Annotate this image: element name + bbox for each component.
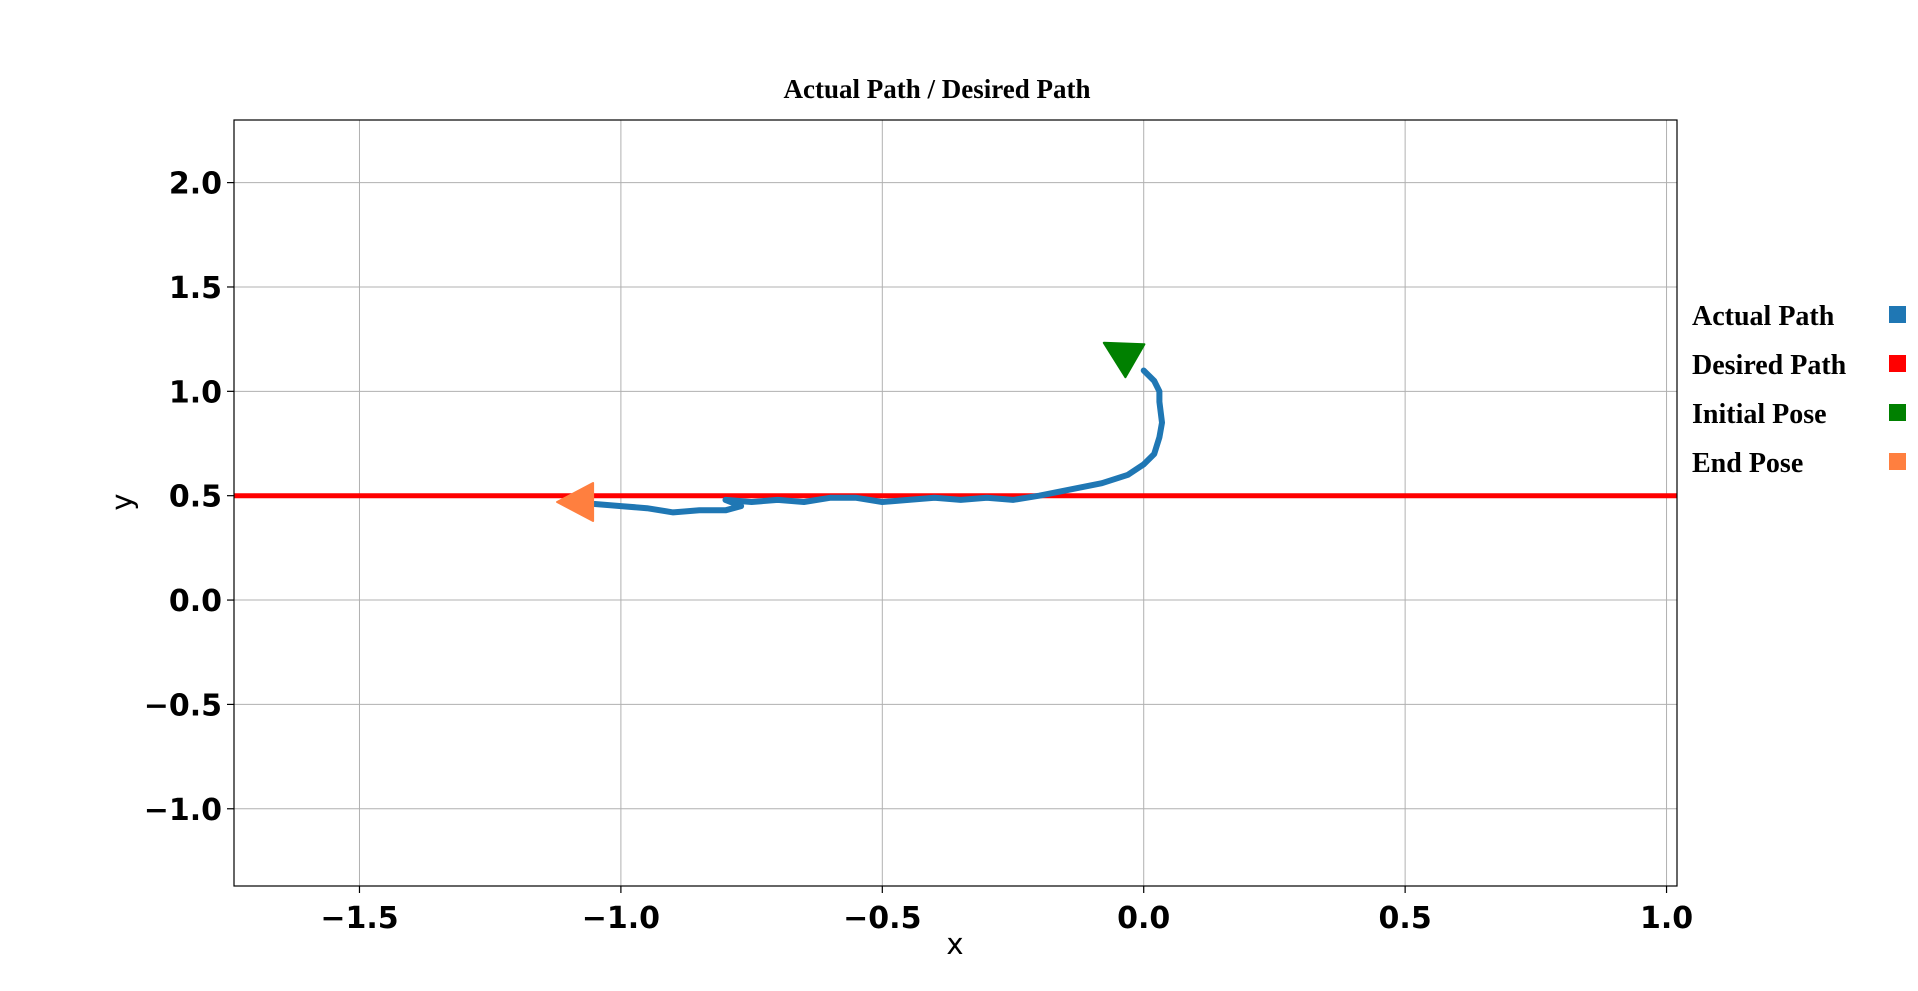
- x-tick-label: −1.5: [320, 901, 398, 936]
- x-tick-label: 0.0: [1117, 901, 1170, 936]
- y-tick-label: −1.0: [144, 793, 222, 828]
- x-tick-label: 0.5: [1379, 901, 1432, 936]
- x-tick-label: −1.0: [582, 901, 660, 936]
- legend-swatch: [1889, 355, 1906, 372]
- legend-label: Desired Path: [1692, 350, 1847, 381]
- y-tick-label: 0.0: [169, 584, 222, 619]
- plot-area-frame: [233, 119, 1678, 887]
- legend-label: Actual Path: [1692, 301, 1835, 332]
- legend-label: Initial Pose: [1692, 399, 1827, 430]
- legend-swatch: [1889, 404, 1906, 421]
- x-axis-ticks: −1.5 −1.0 −0.5 0.0 0.5 1.0: [320, 886, 1693, 936]
- y-axis-label: y: [105, 493, 139, 510]
- x-tick-label: 1.0: [1640, 901, 1693, 936]
- x-axis-label: x: [946, 927, 963, 961]
- marker-layer: [556, 341, 1146, 522]
- y-tick-label: 1.0: [169, 375, 222, 410]
- actual-path-line: [591, 367, 1165, 516]
- x-tick-label: −0.5: [843, 901, 921, 936]
- y-axis-ticks: −1.0 −0.5 0.0 0.5 1.0 1.5 2.0: [144, 167, 234, 828]
- end-pose-marker: [556, 482, 595, 522]
- series-layer: [234, 367, 1677, 516]
- y-tick-label: 0.5: [169, 480, 222, 515]
- legend-swatch: [1889, 306, 1906, 323]
- y-tick-label: −0.5: [144, 688, 222, 723]
- y-tick-label: 2.0: [169, 167, 222, 202]
- initial-pose-marker: [1102, 341, 1146, 379]
- chart-title: Actual Path / Desired Path: [784, 74, 1091, 104]
- grid: [234, 120, 1677, 886]
- legend-label: End Pose: [1692, 448, 1803, 479]
- legend: Actual Path Desired Path Initial Pose End P…: [1692, 301, 1906, 479]
- legend-swatch: [1889, 453, 1906, 470]
- y-tick-label: 1.5: [169, 271, 222, 306]
